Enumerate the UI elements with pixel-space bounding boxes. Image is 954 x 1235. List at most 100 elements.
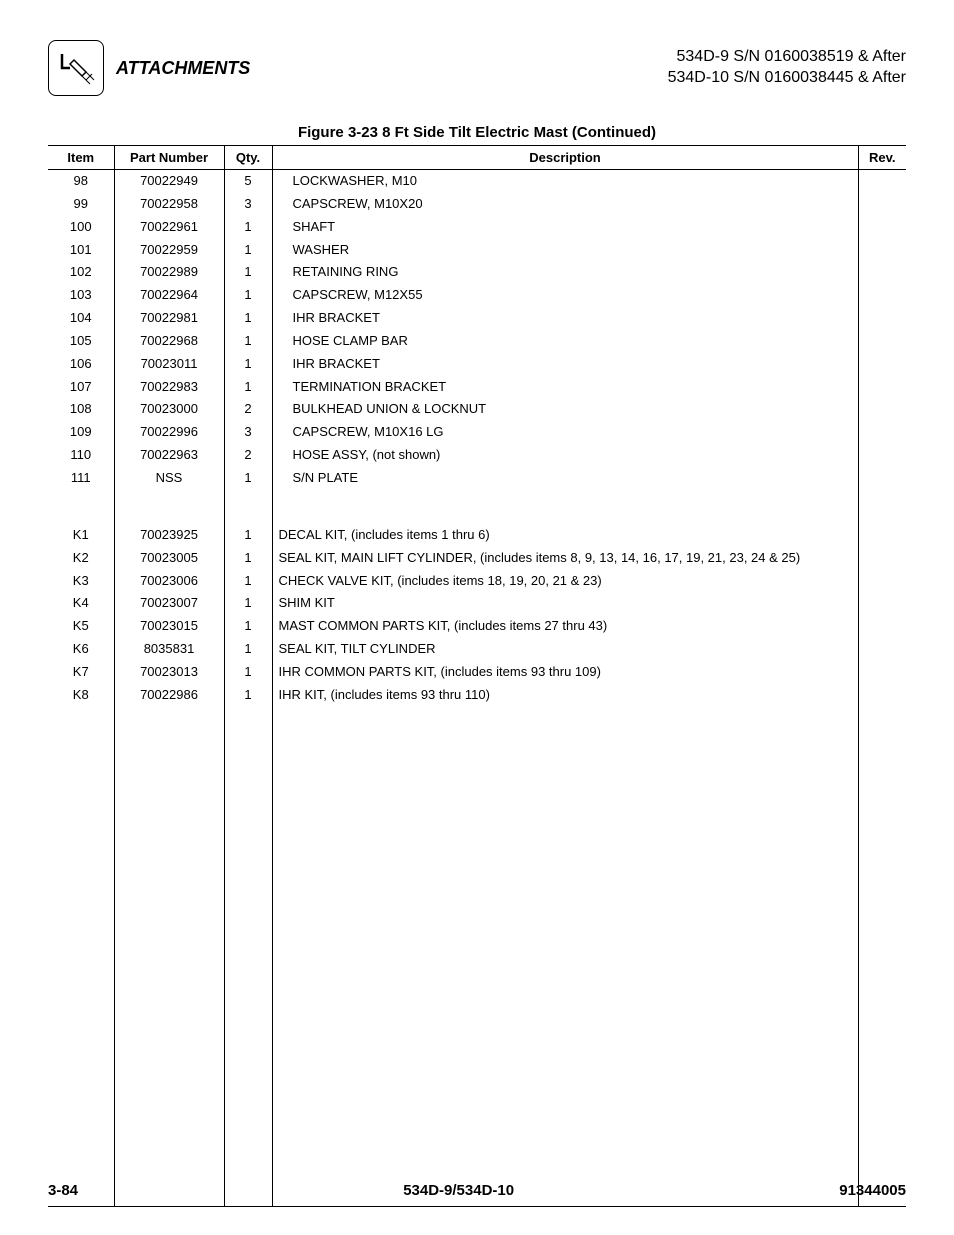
- cell-item: K3: [48, 570, 114, 593]
- cell-rev: [858, 524, 906, 547]
- spacer-cell: [114, 490, 224, 524]
- figure-title: Figure 3-23 8 Ft Side Tilt Electric Mast…: [48, 124, 906, 141]
- table-row: 110700229632HOSE ASSY, (not shown): [48, 444, 906, 467]
- table-row: K5700230151MAST COMMON PARTS KIT, (inclu…: [48, 615, 906, 638]
- cell-item: 98: [48, 170, 114, 193]
- cell-part: NSS: [114, 467, 224, 490]
- cell-item: K7: [48, 661, 114, 684]
- cell-desc: SEAL KIT, MAIN LIFT CYLINDER, (includes …: [272, 547, 858, 570]
- cell-rev: [858, 444, 906, 467]
- cell-item: K1: [48, 524, 114, 547]
- cell-rev: [858, 216, 906, 239]
- cell-item: 101: [48, 239, 114, 262]
- cell-rev: [858, 547, 906, 570]
- cell-part: 70022964: [114, 284, 224, 307]
- cell-part: 70023000: [114, 398, 224, 421]
- cell-rev: [858, 193, 906, 216]
- cell-part: 70023006: [114, 570, 224, 593]
- cell-part: 70022961: [114, 216, 224, 239]
- page-footer: 3-84 534D-9/534D-10 91344005: [48, 1182, 906, 1199]
- th-part: Part Number: [114, 146, 224, 170]
- table-row: 104700229811IHR BRACKET: [48, 307, 906, 330]
- cell-part: 70022959: [114, 239, 224, 262]
- cell-rev: [858, 376, 906, 399]
- table-row: K1700239251DECAL KIT, (includes items 1 …: [48, 524, 906, 547]
- cell-desc: S/N PLATE: [272, 467, 858, 490]
- cell-item: 108: [48, 398, 114, 421]
- cell-item: 104: [48, 307, 114, 330]
- cell-rev: [858, 684, 906, 707]
- table-row: K8700229861IHR KIT, (includes items 93 t…: [48, 684, 906, 707]
- cell-rev: [858, 638, 906, 661]
- cell-rev: [858, 170, 906, 193]
- cell-desc: IHR KIT, (includes items 93 thru 110): [272, 684, 858, 707]
- filler-row: [48, 707, 906, 1207]
- cell-qty: 1: [224, 684, 272, 707]
- table-row: 111NSS1S/N PLATE: [48, 467, 906, 490]
- cell-desc: SHIM KIT: [272, 592, 858, 615]
- cell-rev: [858, 330, 906, 353]
- cell-item: 102: [48, 261, 114, 284]
- cell-rev: [858, 239, 906, 262]
- cell-desc: HOSE CLAMP BAR: [272, 330, 858, 353]
- cell-item: K4: [48, 592, 114, 615]
- section-title: ATTACHMENTS: [116, 58, 250, 79]
- cell-desc: TERMINATION BRACKET: [272, 376, 858, 399]
- cell-desc: SEAL KIT, TILT CYLINDER: [272, 638, 858, 661]
- th-rev: Rev.: [858, 146, 906, 170]
- model-line-2: 534D-10 S/N 0160038445 & After: [668, 68, 906, 89]
- cell-item: 103: [48, 284, 114, 307]
- parts-table: Item Part Number Qty. Description Rev. 9…: [48, 145, 906, 1207]
- footer-left: 3-84: [48, 1182, 78, 1199]
- cell-rev: [858, 570, 906, 593]
- cell-part: 8035831: [114, 638, 224, 661]
- filler-cell: [48, 707, 114, 1207]
- cell-part: 70022949: [114, 170, 224, 193]
- filler-cell: [272, 707, 858, 1207]
- cell-qty: 1: [224, 261, 272, 284]
- filler-cell: [224, 707, 272, 1207]
- cell-rev: [858, 261, 906, 284]
- cell-desc: DECAL KIT, (includes items 1 thru 6): [272, 524, 858, 547]
- cell-desc: MAST COMMON PARTS KIT, (includes items 2…: [272, 615, 858, 638]
- cell-qty: 1: [224, 547, 272, 570]
- cell-part: 70022968: [114, 330, 224, 353]
- table-row: 102700229891RETAINING RING: [48, 261, 906, 284]
- table-row: K4700230071SHIM KIT: [48, 592, 906, 615]
- cell-item: 106: [48, 353, 114, 376]
- cell-rev: [858, 661, 906, 684]
- cell-rev: [858, 592, 906, 615]
- header-right: 534D-9 S/N 0160038519 & After 534D-10 S/…: [668, 47, 906, 89]
- cell-part: 70023015: [114, 615, 224, 638]
- cell-desc: BULKHEAD UNION & LOCKNUT: [272, 398, 858, 421]
- filler-cell: [114, 707, 224, 1207]
- cell-part: 70022963: [114, 444, 224, 467]
- cell-qty: 1: [224, 638, 272, 661]
- cell-part: 70023005: [114, 547, 224, 570]
- cell-desc: IHR COMMON PARTS KIT, (includes items 93…: [272, 661, 858, 684]
- attachments-icon: [48, 40, 104, 96]
- cell-rev: [858, 307, 906, 330]
- cell-qty: 1: [224, 284, 272, 307]
- table-row: 106700230111IHR BRACKET: [48, 353, 906, 376]
- cell-part: 70023013: [114, 661, 224, 684]
- spacer-cell: [272, 490, 858, 524]
- table-row: K2700230051SEAL KIT, MAIN LIFT CYLINDER,…: [48, 547, 906, 570]
- cell-rev: [858, 284, 906, 307]
- cell-qty: 1: [224, 330, 272, 353]
- spacer-cell: [858, 490, 906, 524]
- table-row: K7700230131IHR COMMON PARTS KIT, (includ…: [48, 661, 906, 684]
- cell-desc: CAPSCREW, M10X20: [272, 193, 858, 216]
- table-row: K680358311SEAL KIT, TILT CYLINDER: [48, 638, 906, 661]
- cell-desc: CAPSCREW, M10X16 LG: [272, 421, 858, 444]
- table-row: 99700229583CAPSCREW, M10X20: [48, 193, 906, 216]
- cell-qty: 3: [224, 193, 272, 216]
- cell-qty: 5: [224, 170, 272, 193]
- cell-qty: 2: [224, 398, 272, 421]
- cell-qty: 2: [224, 444, 272, 467]
- table-row: 107700229831TERMINATION BRACKET: [48, 376, 906, 399]
- cell-item: 100: [48, 216, 114, 239]
- cell-part: 70022981: [114, 307, 224, 330]
- header-left: ATTACHMENTS: [48, 40, 250, 96]
- table-row: 100700229611SHAFT: [48, 216, 906, 239]
